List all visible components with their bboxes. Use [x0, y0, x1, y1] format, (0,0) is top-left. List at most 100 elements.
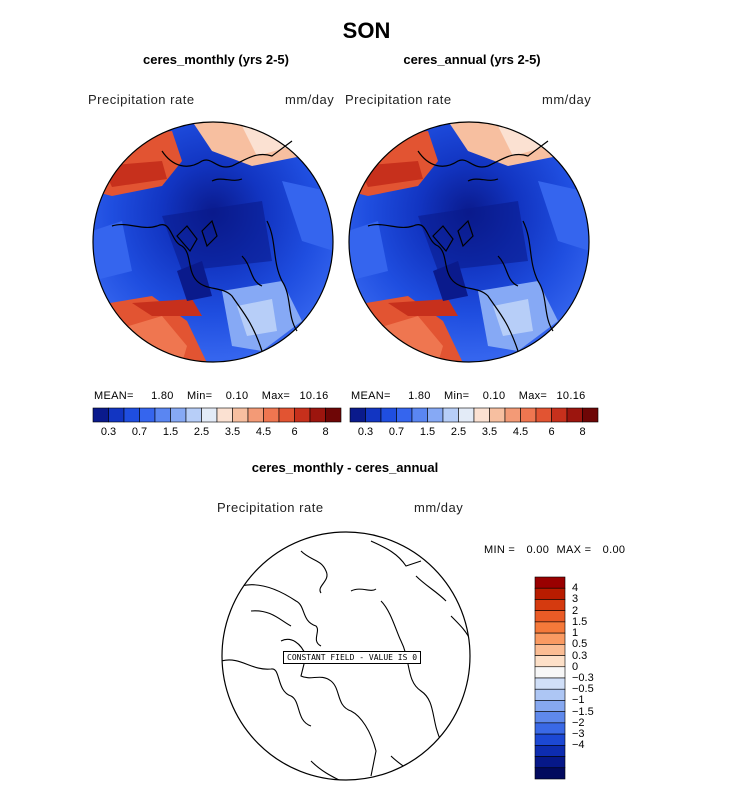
min-value: 0.00 — [526, 544, 550, 556]
min-value: 0.10 — [225, 390, 249, 402]
colorbar-tick-label: 6 — [291, 426, 298, 438]
diff-colorbar-swatch — [534, 700, 566, 712]
colorbar-swatch — [551, 407, 568, 423]
panel-right-units: mm/day — [542, 92, 592, 107]
panel-left-units: mm/day — [285, 92, 335, 107]
colorbar-tick-label: 0.7 — [388, 426, 405, 438]
colorbar-swatch — [520, 407, 537, 423]
diff-colorbar-swatch — [534, 610, 566, 623]
panel-left-colorbar-ticks: 0.3 0.7 1.5 2.5 3.5 4.5 6 8 — [93, 426, 341, 440]
colorbar-tick-label: 1.5 — [162, 426, 179, 438]
diff-colorbar-swatch — [534, 666, 566, 679]
panel-right-colorbar — [349, 407, 599, 423]
colorbar-swatch — [201, 407, 218, 423]
mean-value: 1.80 — [151, 390, 174, 402]
mean-value: 1.80 — [408, 390, 431, 402]
max-value: 10.16 — [299, 390, 329, 402]
min-label: Min= — [187, 390, 213, 402]
max-value: 0.00 — [602, 544, 626, 556]
max-label: Max= — [518, 390, 548, 402]
panel-right-title: ceres_annual (yrs 2-5) — [403, 52, 541, 67]
colorbar-swatch — [185, 407, 202, 423]
diff-colorbar-swatch — [534, 632, 566, 645]
diff-panel-stats: MIN = 0.00 MAX = 0.00 — [484, 544, 625, 556]
diff-colorbar-swatch — [534, 644, 566, 656]
diff-colorbar-tick-label: 0 — [572, 660, 579, 673]
diff-colorbar-tick-label: −2 — [572, 716, 585, 729]
panel-left-field-label: Precipitation rate — [88, 92, 195, 107]
panel-right-field-label: Precipitation rate — [345, 92, 452, 107]
colorbar-swatch — [216, 407, 233, 423]
panel-right-colorbar-ticks: 0.3 0.7 1.5 2.5 3.5 4.5 6 8 — [350, 426, 598, 440]
colorbar-swatch — [294, 407, 311, 423]
diff-colorbar-tick-label: −1 — [572, 694, 585, 707]
diff-colorbar — [534, 576, 566, 780]
mean-label: MEAN= — [94, 390, 134, 402]
colorbar-tick-label: 2.5 — [450, 426, 467, 438]
colorbar-swatch — [325, 407, 342, 423]
diff-colorbar-tick-label: 0.5 — [572, 638, 588, 651]
colorbar-swatch — [232, 407, 249, 423]
colorbar-swatch — [427, 407, 444, 423]
diff-panel-units: mm/day — [414, 500, 464, 515]
colorbar-tick-label: 4.5 — [512, 426, 529, 438]
diff-colorbar-tick-label: 3 — [572, 593, 579, 606]
max-label: Max= — [261, 390, 291, 402]
diff-panel-field-label: Precipitation rate — [217, 500, 324, 515]
diff-colorbar-tick-label: 4 — [572, 582, 579, 595]
constant-field-label: CONSTANT FIELD - VALUE IS 0 — [283, 651, 422, 664]
diff-colorbar-tick-label: 1.5 — [572, 615, 588, 628]
min-value: 0.10 — [482, 390, 506, 402]
colorbar-swatch — [411, 407, 428, 423]
colorbar-tick-label: 1.5 — [419, 426, 436, 438]
panel-left-stats: MEAN= 1.80 Min= 0.10 Max= 10.16 — [94, 390, 342, 402]
colorbar-tick-label: 8 — [579, 426, 586, 438]
colorbar-swatch — [473, 407, 490, 423]
diff-colorbar-swatch — [534, 576, 566, 589]
max-value: 10.16 — [556, 390, 586, 402]
colorbar-swatch — [365, 407, 382, 423]
colorbar-swatch — [380, 407, 397, 423]
min-label: Min= — [444, 390, 470, 402]
panel-left-map — [92, 121, 334, 363]
diff-colorbar-swatch — [534, 688, 566, 701]
colorbar-swatch — [123, 407, 140, 423]
colorbar-swatch — [108, 407, 125, 423]
diff-colorbar-tick-label: −1.5 — [572, 705, 594, 718]
diff-colorbar-ticks: 4 3 2 1.5 1 0.5 0.3 0 −0.3 −0.5 −1 −1.5 −2 −3 −4 — [570, 577, 620, 779]
colorbar-swatch — [489, 407, 506, 423]
colorbar-swatch — [535, 407, 552, 423]
colorbar-swatch — [504, 407, 521, 423]
diff-colorbar-tick-label: 1 — [572, 627, 579, 640]
diff-colorbar-swatch — [534, 756, 566, 769]
diff-colorbar-tick-label: −4 — [572, 739, 585, 752]
colorbar-tick-label: 3.5 — [224, 426, 241, 438]
figure-title: SON — [342, 18, 391, 43]
diff-colorbar-tick-label: 0.3 — [572, 649, 588, 662]
max-label: MAX = — [556, 544, 592, 556]
diff-colorbar-tick-label: −0.3 — [572, 672, 594, 684]
diff-panel-map — [221, 531, 471, 781]
colorbar-tick-label: 4.5 — [255, 426, 272, 438]
colorbar-swatch — [458, 407, 475, 423]
colorbar-swatch — [263, 407, 280, 423]
colorbar-tick-label: 6 — [548, 426, 555, 438]
diff-colorbar-swatch — [534, 733, 566, 746]
colorbar-tick-label: 8 — [322, 426, 329, 438]
diff-colorbar-swatch — [534, 745, 566, 757]
min-label: MIN = — [484, 544, 516, 556]
colorbar-swatch — [247, 407, 264, 423]
diff-colorbar-swatch — [534, 621, 566, 634]
mean-label: MEAN= — [351, 390, 391, 402]
diff-panel-title: ceres_monthly - ceres_annual — [251, 460, 439, 475]
colorbar-swatch — [442, 407, 459, 423]
colorbar-swatch — [566, 407, 583, 423]
colorbar-tick-label: 2.5 — [193, 426, 210, 438]
colorbar-tick-label: 0.3 — [357, 426, 374, 438]
diff-colorbar-swatch — [534, 655, 566, 668]
colorbar-swatch — [154, 407, 171, 423]
colorbar-swatch — [309, 407, 326, 423]
colorbar-swatch — [278, 407, 295, 423]
diff-colorbar-swatch — [534, 722, 566, 735]
diff-colorbar-swatch — [534, 767, 566, 780]
